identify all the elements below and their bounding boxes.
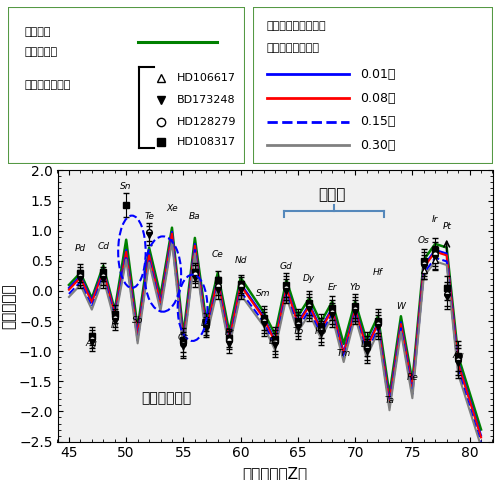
Text: 0.15秒: 0.15秒 (360, 115, 396, 128)
Text: Pd: Pd (75, 244, 86, 253)
Text: Er: Er (328, 283, 337, 291)
Text: Tm: Tm (336, 349, 351, 358)
Text: Re: Re (406, 373, 418, 382)
Text: Cd: Cd (98, 242, 110, 251)
Text: Cs: Cs (178, 333, 189, 342)
Text: Yb: Yb (350, 283, 361, 291)
Text: Sn: Sn (120, 182, 132, 191)
Text: Hf: Hf (373, 268, 383, 277)
Text: Au: Au (452, 350, 464, 360)
Text: 重元素合成の再現: 重元素合成の再現 (267, 43, 320, 53)
X-axis label: 原子番号（Z）: 原子番号（Z） (242, 466, 308, 480)
Text: Xe: Xe (166, 204, 178, 213)
Text: Sb: Sb (132, 316, 143, 325)
Text: 0.08秒: 0.08秒 (360, 92, 396, 105)
Text: Tb: Tb (292, 326, 304, 336)
Text: Dy: Dy (303, 274, 316, 283)
Text: Ir: Ir (432, 215, 438, 224)
Text: Ag: Ag (86, 338, 98, 348)
Text: Ho: Ho (314, 326, 327, 336)
Text: W: W (396, 302, 406, 312)
Text: HD108317: HD108317 (178, 137, 236, 147)
Text: Nd: Nd (234, 256, 247, 265)
Text: 超新星爆発における: 超新星爆発における (267, 21, 326, 31)
Text: Sm: Sm (256, 288, 271, 298)
Text: Pr: Pr (224, 328, 234, 337)
Text: Os: Os (418, 236, 430, 245)
Text: Ta: Ta (384, 396, 394, 405)
Text: Gd: Gd (280, 262, 293, 271)
Text: La: La (201, 319, 211, 328)
Text: 0.01秒: 0.01秒 (360, 68, 396, 81)
Text: HD128279: HD128279 (178, 117, 237, 127)
Text: Ba: Ba (189, 212, 200, 221)
Text: 太陽系の: 太陽系の (24, 27, 50, 37)
Text: In: In (110, 321, 119, 329)
Text: Ce: Ce (212, 250, 224, 259)
Text: 普遂性の破れ: 普遂性の破れ (141, 391, 192, 406)
Text: Eu: Eu (269, 337, 280, 346)
Y-axis label: 元素存在比: 元素存在比 (1, 283, 16, 329)
Text: 普遂性: 普遂性 (318, 187, 346, 203)
Text: 0.30秒: 0.30秒 (360, 139, 396, 152)
Text: BD173248: BD173248 (178, 95, 236, 105)
Text: Te: Te (144, 212, 154, 221)
Text: HD106617: HD106617 (178, 72, 236, 83)
Text: 元素組成比: 元素組成比 (24, 48, 57, 58)
Text: Pt: Pt (442, 222, 451, 231)
Text: Lu: Lu (361, 340, 372, 349)
Text: 古い金属欠乏星: 古い金属欠乏星 (24, 81, 70, 90)
